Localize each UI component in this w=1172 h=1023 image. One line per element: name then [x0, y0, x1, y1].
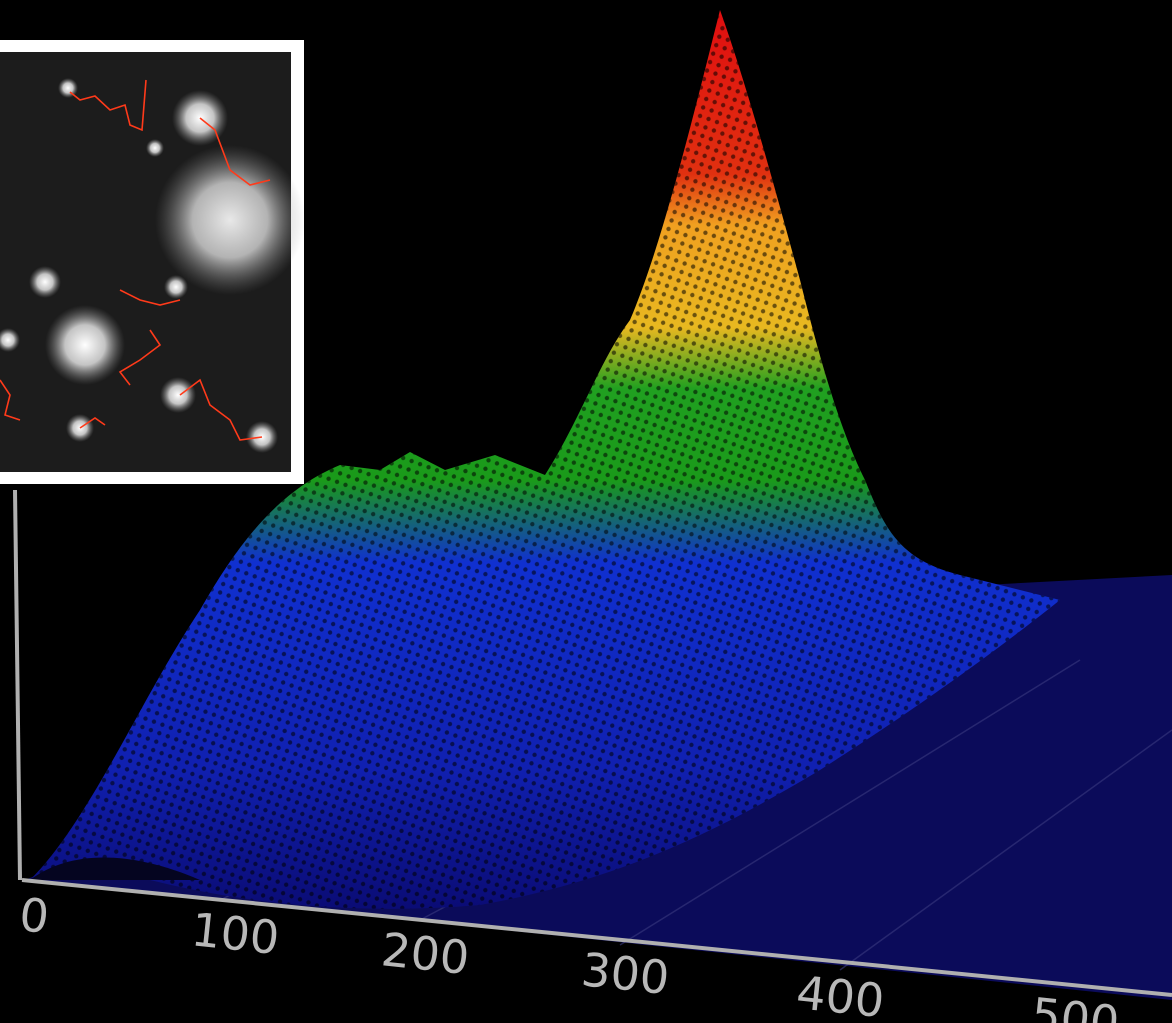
- axis-tick-label: 400: [794, 965, 887, 1023]
- surface-plot: 0100200300400500: [0, 0, 1172, 1023]
- page: 0100200300400500 (() => { const data = J…: [0, 0, 1172, 1023]
- axis-tick-label: 0: [17, 887, 52, 944]
- axis-tick-label: 300: [579, 942, 672, 1005]
- axis-tick-label: 200: [379, 922, 472, 985]
- axis-tick-label: 100: [189, 902, 282, 965]
- inset-image: [0, 40, 305, 484]
